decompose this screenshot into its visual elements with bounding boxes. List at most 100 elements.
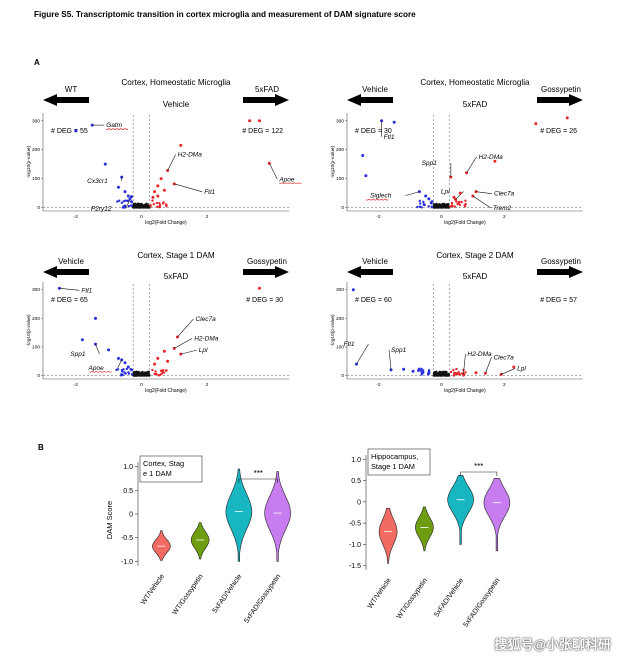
ns-point: [433, 206, 436, 209]
up-point: [165, 204, 168, 208]
down-point: [418, 199, 421, 203]
x-category-label: 5xFAD/Gossypetin: [243, 573, 282, 625]
panel-a-letter: A: [34, 58, 40, 67]
x-tick-label: -2: [74, 214, 79, 220]
gene-label-leader: [59, 287, 80, 291]
down-point: [130, 373, 134, 376]
ns-point: [140, 374, 143, 377]
gene-label: Lpl: [441, 188, 450, 195]
violin-shape: [190, 522, 210, 560]
up-point: [166, 359, 170, 363]
down-point: [402, 367, 406, 371]
down-point: [93, 316, 97, 320]
center-group-label: 5xFAD: [164, 272, 189, 281]
ns-point: [438, 205, 441, 209]
down-point: [420, 367, 423, 371]
ns-point: [141, 370, 144, 373]
gene-label: Clec7a: [494, 191, 515, 198]
x-axis-label: log2(Fold Change): [444, 388, 486, 394]
gene-label-leader: [174, 183, 203, 193]
ns-point: [132, 206, 135, 209]
volcano-panel-3: Cortex, Stage 1 DAM Vehicle Gossypetin 5xFA…: [26, 251, 289, 394]
x-category-label: WT/Vehicle: [367, 577, 393, 610]
left-arrow-icon: [347, 94, 393, 106]
ns-point: [442, 206, 446, 209]
up-point: [158, 373, 162, 377]
up-point: [455, 367, 458, 371]
spellcheck-underline: [279, 182, 302, 185]
y-tick-label: -0.5: [121, 535, 133, 542]
gene-label: Trem2: [493, 205, 512, 212]
up-point: [460, 200, 463, 204]
up-point: [458, 191, 462, 195]
gene-label: Ftl1: [204, 189, 215, 196]
down-point: [116, 200, 119, 203]
right-arrow-icon: [537, 266, 583, 278]
down-point: [424, 194, 428, 198]
x-tick-label: 0: [140, 382, 143, 388]
gene-label-leader: [455, 191, 464, 200]
ns-point: [435, 205, 438, 208]
down-point: [419, 202, 422, 205]
y-tick-label: 1.0: [351, 457, 361, 464]
gene-label: Ftl1: [384, 134, 395, 141]
ns-point: [145, 203, 149, 206]
x-axis-label: log2(Fold Change): [444, 220, 486, 226]
down-point: [427, 371, 431, 375]
left-group-label: WT: [65, 85, 78, 94]
y-tick-label: 300: [336, 287, 344, 293]
down-point: [422, 202, 426, 206]
gene-label: Spp1: [70, 351, 86, 358]
down-point: [80, 338, 84, 342]
up-point: [159, 369, 163, 372]
ns-point: [135, 372, 138, 375]
gene-label-leader: [463, 354, 466, 375]
up-point: [453, 205, 456, 208]
down-point: [107, 348, 111, 352]
down-point: [421, 369, 425, 372]
gene-label-leader: [501, 368, 516, 375]
ns-point: [147, 370, 151, 373]
ns-point: [442, 372, 446, 375]
watermark: 搜狐号@小张聊科研: [494, 637, 611, 652]
ns-point: [143, 203, 146, 206]
gene-label: Apoe: [88, 365, 105, 372]
left-deg-count: # DEG = 65: [51, 297, 88, 304]
significance-label: ***: [474, 462, 483, 471]
up-point: [162, 371, 166, 374]
down-point: [430, 206, 433, 209]
down-point: [74, 129, 78, 133]
y-tick-label: -1.0: [121, 559, 133, 566]
down-point: [427, 369, 431, 372]
x-axis-label: log2(Fold Change): [145, 220, 187, 226]
y-tick-label: 100: [336, 344, 344, 350]
gene-label: H2-DMa: [178, 152, 203, 159]
down-point: [116, 356, 120, 360]
volcano-panel-1: Cortex, Homeostatic Microglia WT 5xFAD Vehi…: [26, 78, 302, 226]
significance-bracket: [460, 471, 498, 476]
y-axis-label: -log10(p-value): [26, 145, 32, 178]
ns-point: [446, 206, 450, 209]
y-tick-label: -1.5: [349, 563, 361, 570]
down-point: [126, 365, 130, 369]
y-tick-label: 1.0: [123, 464, 133, 471]
down-point: [123, 361, 127, 365]
ns-point: [138, 204, 141, 207]
up-point: [155, 372, 158, 376]
volcano-title: Cortex, Homeostatic Microglia: [121, 78, 231, 87]
ns-point: [437, 204, 440, 207]
up-point: [151, 368, 154, 372]
y-tick-label: 100: [32, 176, 40, 182]
violin-panel-2: 1.0 0.5 0 -0.5 -1.0 -1.5 Hippocampus,Stage 1 D…: [349, 448, 511, 629]
ns-point: [448, 374, 451, 377]
up-point: [162, 188, 166, 192]
ns-point: [433, 204, 436, 207]
down-point: [422, 200, 425, 204]
down-point: [129, 204, 133, 207]
figure-title: Figure S5. Transcriptomic transition in …: [34, 10, 416, 19]
down-point: [411, 369, 415, 373]
ns-point: [138, 206, 141, 209]
up-point: [565, 116, 569, 120]
right-deg-count: # DEG = 26: [540, 128, 577, 135]
